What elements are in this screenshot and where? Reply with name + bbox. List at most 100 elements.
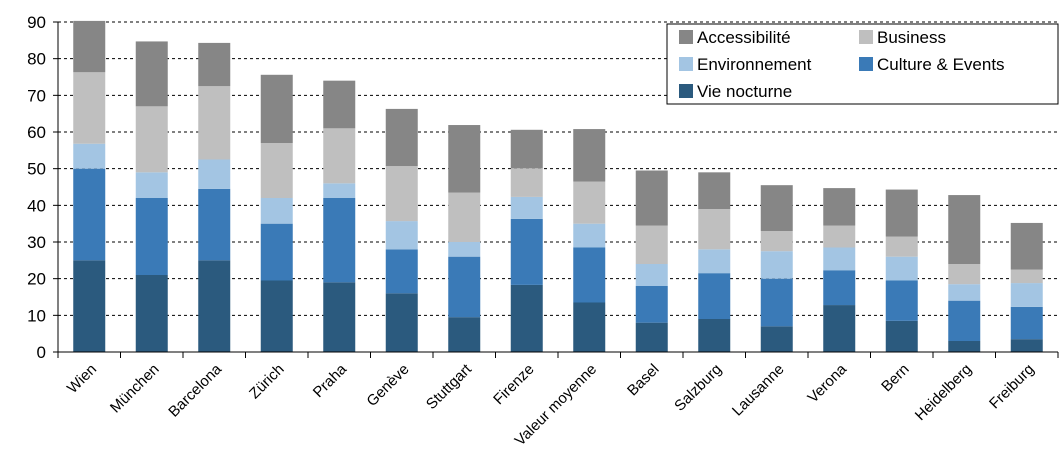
- bar-accessibilite-munchen: [135, 41, 168, 107]
- bar-culture-events-heidelberg: [948, 300, 981, 341]
- x-category-label: Firenze: [490, 361, 537, 408]
- bar-business-geneve: [385, 166, 418, 222]
- bar-business-praha: [323, 128, 356, 184]
- bar-business-barcelona: [198, 86, 231, 160]
- legend-label-vie-nocturne: Vie nocturne: [697, 82, 792, 101]
- bar-business-stuttgart: [448, 192, 481, 242]
- bar-vie-nocturne-firenze: [510, 284, 543, 352]
- legend-swatch-environnement: [679, 57, 693, 71]
- bar-business-lausanne: [760, 231, 793, 252]
- bar-environnement-salzburg: [698, 249, 731, 274]
- bar-vie-nocturne-lausanne: [760, 326, 793, 352]
- x-category-label: Wien: [64, 361, 100, 397]
- axes: [53, 21, 1059, 358]
- bar-business-salzburg: [698, 209, 731, 250]
- y-tick-labels: 0 10 20 30 40 50 60 70 80 90: [27, 13, 46, 362]
- bar-business-basel: [635, 225, 668, 264]
- bar-accessibilite-heidelberg: [948, 195, 981, 264]
- x-category-label: Freiburg: [986, 361, 1038, 413]
- legend-swatch-accessibilite: [679, 30, 693, 44]
- bar-environnement-zurich: [260, 198, 293, 224]
- grid-lines: [58, 21, 1058, 316]
- bar-culture-events-lausanne: [760, 278, 793, 327]
- bar-accessibilite-bern: [885, 189, 918, 237]
- bar-business-heidelberg: [948, 264, 981, 285]
- bar-culture-events-munchen: [135, 198, 168, 275]
- bar-environnement-barcelona: [198, 159, 231, 189]
- bar-vie-nocturne-praha: [323, 282, 356, 352]
- bar-business-wien: [73, 72, 106, 144]
- bar-accessibilite-wien: [73, 20, 106, 73]
- bar-accessibilite-stuttgart: [448, 125, 481, 193]
- bar-accessibilite-valeur-moyenne: [573, 129, 606, 182]
- bar-accessibilite-salzburg: [698, 172, 731, 209]
- bars: [73, 20, 1043, 352]
- bar-vie-nocturne-munchen: [135, 275, 168, 352]
- bar-business-verona: [823, 225, 856, 248]
- y-tick-label: 0: [37, 343, 46, 362]
- bar-environnement-bern: [885, 256, 918, 281]
- y-tick-label: 10: [27, 306, 46, 325]
- bar-accessibilite-barcelona: [198, 42, 231, 87]
- bar-vie-nocturne-zurich: [260, 280, 293, 352]
- bar-environnement-munchen: [135, 172, 168, 198]
- bar-environnement-verona: [823, 247, 856, 271]
- bar-environnement-lausanne: [760, 251, 793, 279]
- bar-vie-nocturne-basel: [635, 322, 668, 352]
- bar-vie-nocturne-stuttgart: [448, 317, 481, 352]
- legend: Accessibilité Business Environnement Cultur…: [666, 23, 1059, 105]
- bar-vie-nocturne-bern: [885, 320, 918, 352]
- y-tick-label: 20: [27, 270, 46, 289]
- bar-environnement-geneve: [385, 221, 418, 250]
- legend-label-business: Business: [877, 28, 946, 47]
- bar-business-bern: [885, 236, 918, 257]
- y-tick-label: 50: [27, 160, 46, 179]
- x-category-label: Verona: [804, 360, 850, 406]
- bar-business-firenze: [510, 168, 543, 197]
- bar-accessibilite-freiburg: [1010, 222, 1043, 270]
- legend-swatch-business: [859, 30, 873, 44]
- legend-label-culture-events: Culture & Events: [877, 55, 1005, 74]
- legend-label-environnement: Environnement: [697, 55, 812, 74]
- bar-vie-nocturne-geneve: [385, 293, 418, 352]
- y-tick-label: 40: [27, 196, 46, 215]
- bar-business-freiburg: [1010, 269, 1043, 284]
- bar-environnement-valeur-moyenne: [573, 223, 606, 248]
- bar-culture-events-verona: [823, 270, 856, 306]
- bar-culture-events-praha: [323, 198, 356, 283]
- bar-accessibilite-firenze: [510, 129, 543, 169]
- x-category-label: Zürich: [246, 361, 287, 402]
- bar-culture-events-stuttgart: [448, 256, 481, 318]
- bar-vie-nocturne-heidelberg: [948, 341, 981, 352]
- x-category-label: Basel: [624, 361, 663, 400]
- x-category-label: Heidelberg: [912, 361, 975, 424]
- bar-culture-events-barcelona: [198, 188, 231, 261]
- bar-accessibilite-lausanne: [760, 185, 793, 231]
- bar-culture-events-basel: [635, 286, 668, 323]
- bar-vie-nocturne-verona: [823, 305, 856, 352]
- bar-accessibilite-verona: [823, 188, 856, 226]
- bar-vie-nocturne-wien: [73, 260, 106, 352]
- y-tick-label: 70: [27, 86, 46, 105]
- legend-swatch-vie-nocturne: [679, 84, 693, 98]
- x-category-label: München: [107, 361, 163, 417]
- x-category-label: Salzburg: [671, 361, 725, 415]
- x-category-label: Praha: [310, 360, 351, 401]
- bar-accessibilite-praha: [323, 80, 356, 129]
- bar-business-valeur-moyenne: [573, 181, 606, 224]
- x-category-label: Genève: [363, 361, 412, 410]
- bar-culture-events-wien: [73, 168, 106, 261]
- bar-environnement-wien: [73, 143, 106, 169]
- bar-culture-events-zurich: [260, 223, 293, 281]
- y-tick-label: 80: [27, 50, 46, 69]
- bar-business-munchen: [135, 106, 168, 173]
- legend-label-accessibilite: Accessibilité: [697, 28, 791, 47]
- x-category-label: Bern: [878, 361, 912, 395]
- bar-environnement-stuttgart: [448, 242, 481, 257]
- bar-vie-nocturne-salzburg: [698, 319, 731, 352]
- bar-accessibilite-basel: [635, 170, 668, 226]
- bar-environnement-praha: [323, 183, 356, 198]
- x-category-label: Stuttgart: [423, 360, 476, 413]
- bar-environnement-basel: [635, 264, 668, 286]
- y-tick-label: 90: [27, 13, 46, 32]
